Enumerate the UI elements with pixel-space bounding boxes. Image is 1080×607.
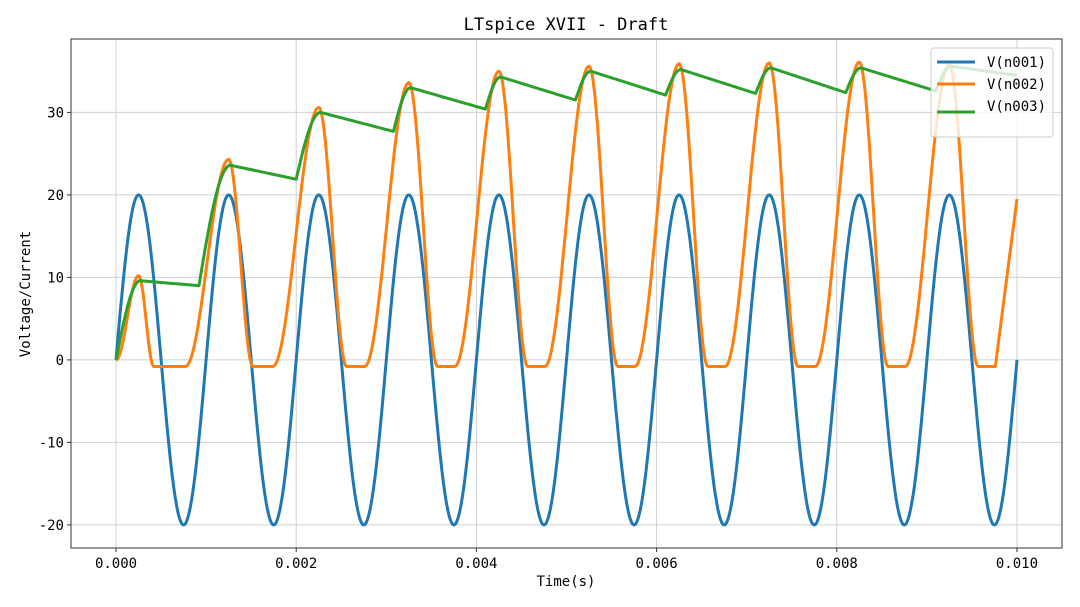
series-lines (114, 60, 1019, 527)
chart-title: LTspice XVII - Draft (464, 15, 669, 35)
x-tick-label: 0.000 (95, 556, 137, 572)
x-tick-label: 0.006 (636, 556, 678, 572)
legend-label: V(n003) (987, 99, 1046, 115)
y-tick-label: 20 (47, 188, 64, 204)
y-axis-label: Voltage/Current (18, 231, 34, 357)
y-tick-label: 30 (47, 105, 64, 121)
x-tick-label: 0.002 (275, 556, 317, 572)
legend: V(n001) V(n002) V(n003) (930, 47, 1054, 138)
y-tick-label: -20 (39, 518, 64, 534)
legend-box (930, 47, 1054, 138)
y-tick-label: -10 (39, 435, 64, 451)
axis-ticks: 0.000 0.002 0.004 0.006 0.008 0.010 -20 -10 0 10 2… (39, 105, 1038, 572)
y-tick-label: 0 (56, 353, 64, 369)
plot-frame (70, 38, 1063, 549)
y-tick-label: 10 (47, 270, 64, 286)
legend-label: V(n002) (987, 77, 1046, 93)
series-line-vn003 (114, 64, 1018, 361)
grid (71, 39, 1062, 548)
x-tick-label: 0.008 (816, 556, 858, 572)
x-axis-label: Time(s) (536, 574, 595, 590)
legend-label: V(n001) (987, 55, 1046, 71)
x-tick-label: 0.010 (996, 556, 1038, 572)
x-tick-label: 0.004 (455, 556, 497, 572)
series-line-vn001 (114, 193, 1019, 527)
series-line-vn002 (115, 60, 1019, 368)
